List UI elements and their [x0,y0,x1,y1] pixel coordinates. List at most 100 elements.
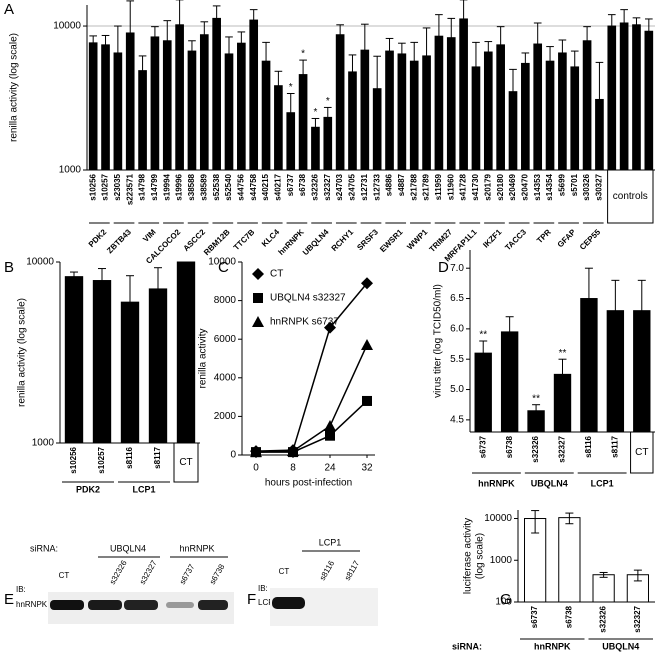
x-tick-label: s20179 [483,173,492,200]
significance-label: * [289,82,293,93]
bar [471,66,481,171]
error-bar [274,70,283,86]
blot-band [50,600,84,610]
bar [274,85,283,171]
bar [446,37,456,171]
x-tick-label: s6737 [530,605,539,628]
x-axis-label: hours post-infection [265,478,352,489]
blot-band [166,602,194,608]
bar [644,30,654,171]
x-tick-label: s5699 [558,173,567,196]
lane-label: CT [59,571,70,580]
point [361,277,373,290]
error-bar [212,5,221,19]
error-bar [633,569,642,582]
significance-label: * [313,107,317,118]
bar [120,301,140,444]
lane-label: s6738 [208,562,227,586]
group-label: RBM12B [202,227,232,257]
error-bar [611,279,620,311]
error-bar [138,55,147,71]
bar [545,60,555,171]
panel-letter: C [218,259,229,276]
group-label: hnRNPK [179,543,214,553]
x-tick-label: s32327 [633,605,642,632]
bar [148,288,168,444]
error-bar [521,52,530,64]
bar [553,373,572,433]
point [325,430,335,441]
y-axis-label: virus titer (log TCID50/ml) [433,284,444,398]
x-tick-label: s44756 [236,173,245,200]
panel-letter: A [4,1,14,18]
error-bar [385,37,394,52]
bar [113,52,123,171]
error-bar [114,25,122,53]
error-bar [484,41,493,53]
bar [558,517,581,603]
x-tick-label: s14799 [150,173,159,200]
error-bar [479,340,488,354]
x-tick-label: s40215 [261,173,270,200]
bar [397,53,407,171]
error-bar [323,106,332,118]
x-tick-label: s6738 [564,605,573,628]
lane-label: s32327 [138,558,159,586]
error-bar [360,23,369,51]
x-tick-label: s12731 [360,173,369,200]
ib-label: IB: [258,584,268,593]
protein-label: LCP1 [258,598,279,607]
bar [162,40,172,171]
group-label: EWSR1 [378,227,405,254]
bar [496,44,505,171]
group-box [607,169,654,224]
bar [385,50,394,171]
group-label: IKZF1 [481,227,503,249]
y-tick-label: 6.5 [450,293,464,304]
error-bar [565,512,574,525]
y-tick-label: 10000 [484,513,512,524]
bar [64,276,84,444]
x-tick-label: s10256 [88,173,97,200]
y-tick-label: 10000 [53,21,81,32]
x-tick-label: s14354 [545,173,554,200]
x-tick-label: s8117 [153,446,162,468]
group-label: KLC4 [260,227,282,249]
y-tick-label: 5.0 [450,384,464,395]
error-bar [505,316,514,332]
error-bar [163,20,172,41]
significance-label: ** [479,330,487,341]
error-bar [410,41,419,62]
error-bar [126,275,134,303]
y-axis-label: (log scale) [475,533,486,579]
ib-label: IB: [16,585,26,594]
bar [570,66,580,171]
error-bar [546,46,554,62]
bar [224,53,234,171]
significance-label: ** [532,393,540,404]
bar [335,34,345,171]
error-bar [225,36,233,54]
group-label: TPR [535,227,553,245]
group-label: hnRNPK [534,641,571,651]
error-bar [595,61,604,100]
panel-letter: E [4,591,14,608]
error-bar [151,26,159,37]
x-tick-label: s4886 [385,173,394,196]
x-tick-label: s40217 [274,173,283,200]
error-bar [348,54,357,72]
error-bar [533,22,542,45]
x-tick-label: s20180 [496,173,505,200]
group-label: GFAP [556,227,578,249]
protein-label: hnRNPK [16,600,48,609]
group-label: PDK2 [87,227,109,249]
x-tick-label: s10256 [69,446,78,473]
error-bar [447,17,456,38]
legend-marker [252,316,264,327]
x-tick-label: s223571 [125,173,134,205]
error-bar [101,34,110,45]
group-label: TACC3 [503,227,528,252]
bar [372,88,382,171]
point [250,446,262,458]
error-bar [98,268,106,281]
